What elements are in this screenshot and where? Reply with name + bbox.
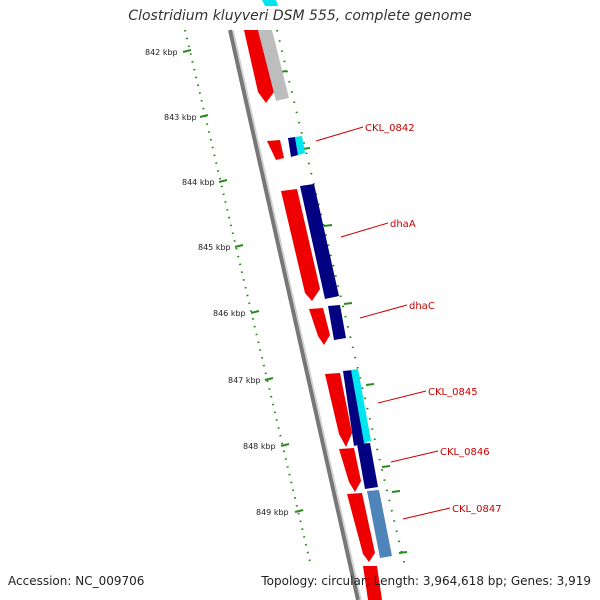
ruler-tick-843 <box>199 114 209 118</box>
leader-line-ckl-0846 <box>390 450 439 463</box>
gene-block <box>295 136 305 155</box>
gene-label-ckl-0846[interactable]: CKL_0846 <box>440 447 490 458</box>
gene-arrow <box>267 140 284 160</box>
tick-label-848: 848 kbp <box>243 442 276 451</box>
ruler-tick-846 <box>250 310 260 314</box>
gene-label-ckl-0845[interactable]: CKL_0845 <box>428 387 478 398</box>
outer-track-dotted-line <box>276 29 406 567</box>
cyan-genes <box>262 0 371 443</box>
outer-tick <box>398 551 408 554</box>
gene-arrow <box>281 189 320 301</box>
leader-line-ckl-0845 <box>377 390 427 404</box>
gene-block-steel <box>367 490 392 558</box>
gene-label-dhaa[interactable]: dhaA <box>390 219 416 230</box>
tick-label-845: 845 kbp <box>198 243 231 252</box>
outer-tick <box>365 383 375 386</box>
outer-tick <box>381 465 391 468</box>
map-title: Clostridium kluyveri DSM 555, complete g… <box>128 8 472 24</box>
gene-label-ckl-0842[interactable]: CKL_0842 <box>365 123 415 134</box>
gene-arrow <box>244 30 274 103</box>
leader-line-ckl-0847 <box>402 507 451 520</box>
gene-arrow <box>339 448 361 492</box>
gene-block <box>288 137 298 157</box>
outer-tick <box>323 224 333 227</box>
leader-line-dhaa <box>340 222 389 238</box>
genome-summary-text: Topology: circular; Length: 3,964,618 bp… <box>261 574 591 588</box>
forward-strand-genes <box>244 30 382 600</box>
ruler-tick-849 <box>294 509 304 513</box>
outer-tick <box>391 490 401 493</box>
gene-arrow <box>347 493 375 562</box>
tick-label-844: 844 kbp <box>182 178 215 187</box>
ruler-ticks <box>182 49 304 513</box>
gene-arrow <box>325 373 352 447</box>
gene-block <box>262 0 278 6</box>
ruler-tick-847 <box>264 377 274 381</box>
gene-block <box>343 370 365 446</box>
tick-label-843: 843 kbp <box>164 113 197 122</box>
gene-label-ckl-0847[interactable]: CKL_0847 <box>452 504 502 515</box>
gene-block <box>300 184 339 299</box>
gene-block <box>357 443 378 489</box>
ruler-tick-842 <box>182 49 192 53</box>
gene-block <box>328 305 346 340</box>
gene-label-leaders <box>315 126 451 520</box>
accession-text: Accession: NC_009706 <box>8 574 145 588</box>
reverse-strand-genes <box>288 137 378 489</box>
tick-label-842: 842 kbp <box>145 48 178 57</box>
outer-tick <box>343 302 353 305</box>
tick-label-849: 849 kbp <box>256 508 289 517</box>
gene-block-gray <box>258 30 289 101</box>
genome-backbone-highlight <box>232 29 362 600</box>
tick-label-847: 847 kbp <box>228 376 261 385</box>
ruler-tick-848 <box>280 443 290 447</box>
ruler-tick-845 <box>234 244 244 248</box>
leader-line-dhac <box>359 304 408 319</box>
gene-arrow <box>363 566 382 600</box>
leader-line-ckl-0842 <box>315 126 364 142</box>
genome-backbone <box>228 29 360 600</box>
ruler-tick-labels: 842 kbp 843 kbp 844 kbp 845 kbp 846 kbp … <box>145 48 289 517</box>
gene-labels: CKL_0842 dhaA dhaC CKL_0845 CKL_0846 CKL… <box>365 123 502 515</box>
gene-label-dhac[interactable]: dhaC <box>409 301 435 312</box>
ruler-tick-844 <box>218 179 228 183</box>
tick-label-846: 846 kbp <box>213 309 246 318</box>
gene-block <box>351 369 371 443</box>
gene-arrow <box>309 308 330 345</box>
